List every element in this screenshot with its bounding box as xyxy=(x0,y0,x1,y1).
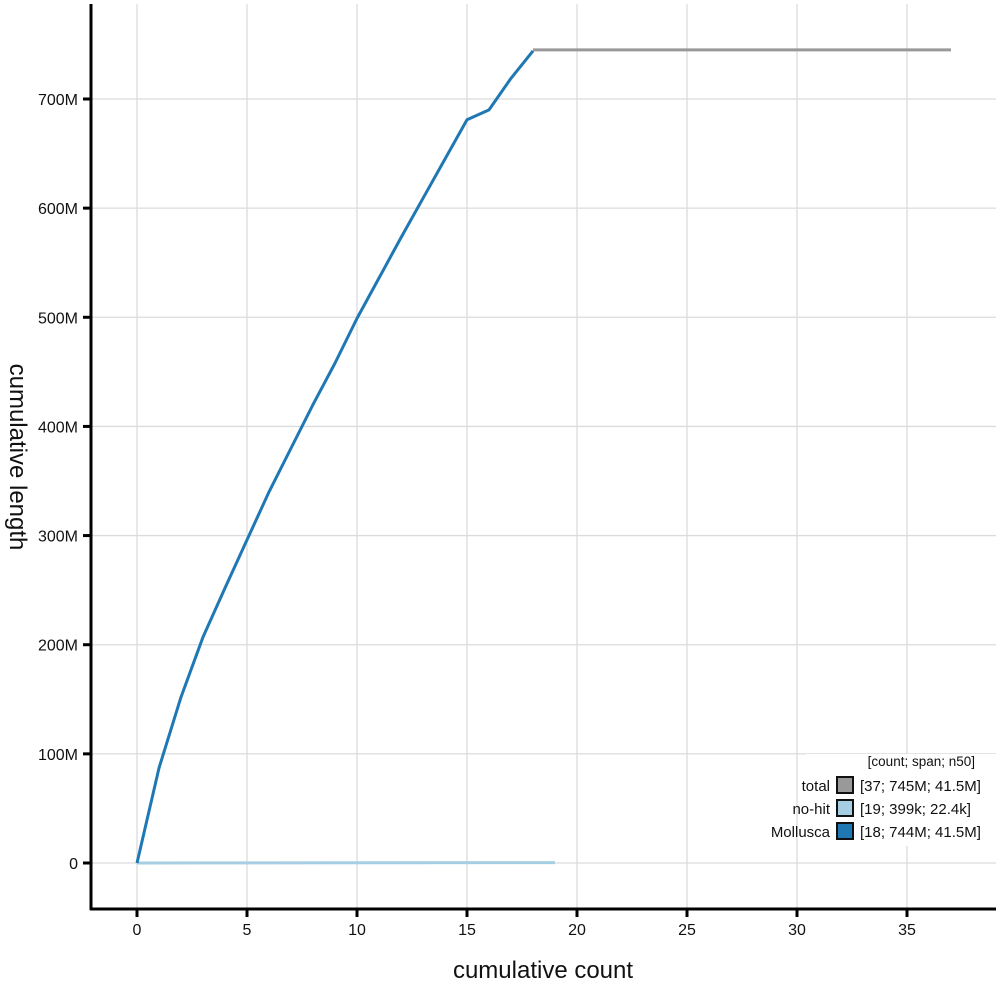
legend-stats: [37; 745M; 41.5M] xyxy=(860,778,981,795)
legend-swatch-no-hit xyxy=(836,799,854,817)
legend-label: Mollusca xyxy=(771,824,831,841)
x-tick-label: 10 xyxy=(348,922,366,939)
x-tick-label: 5 xyxy=(243,922,252,939)
y-tick-label: 200M xyxy=(38,638,78,655)
legend-label: no-hit xyxy=(792,801,830,818)
legend-stats: [18; 744M; 41.5M] xyxy=(860,824,981,841)
x-tick-label: 35 xyxy=(898,922,916,939)
x-axis-title: cumulative count xyxy=(453,957,633,983)
x-tick-label: 0 xyxy=(133,922,142,939)
legend-stats: [19; 399k; 22.4k] xyxy=(860,801,971,818)
y-tick-label: 500M xyxy=(38,310,78,327)
y-tick-label: 600M xyxy=(38,201,78,218)
series-line-mollusca xyxy=(135,50,535,864)
y-tick-label: 400M xyxy=(38,419,78,436)
y-tick-label: 700M xyxy=(38,92,78,109)
x-tick-label: 15 xyxy=(458,922,476,939)
legend-swatch-total xyxy=(836,776,854,794)
legend-swatch-mollusca xyxy=(836,822,854,840)
legend-label: total xyxy=(802,778,830,795)
x-axis-ticks: 0 5 10 15 20 25 30 35 xyxy=(133,909,916,939)
y-tick-label: 0 xyxy=(69,856,78,873)
y-tick-label: 300M xyxy=(38,529,78,546)
y-axis-title: cumulative length xyxy=(4,364,31,551)
x-tick-label: 30 xyxy=(788,922,806,939)
series-lines xyxy=(135,48,951,865)
legend: [count; span; n50] total [37; 745M; 41.5M… xyxy=(771,754,996,846)
x-tick-label: 25 xyxy=(678,922,696,939)
grid-lines xyxy=(92,4,996,908)
y-tick-label: 100M xyxy=(38,747,78,764)
x-tick-label: 20 xyxy=(568,922,586,939)
legend-header: [count; span; n50] xyxy=(868,754,975,769)
y-axis-ticks: 0 100M 200M 300M 400M 500M 600M 700M xyxy=(38,92,91,873)
axes: 0 5 10 15 20 25 30 35 0 100M 200M 300M 400M 500M 600M… xyxy=(4,4,996,983)
